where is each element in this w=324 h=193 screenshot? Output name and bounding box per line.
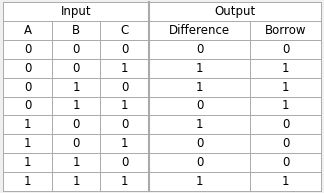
Text: 1: 1 xyxy=(282,62,289,75)
Text: 0: 0 xyxy=(72,43,80,56)
Text: 0: 0 xyxy=(121,43,128,56)
Text: Input: Input xyxy=(61,5,91,18)
Text: Difference: Difference xyxy=(169,24,230,37)
Text: 1: 1 xyxy=(24,118,31,131)
Text: 0: 0 xyxy=(121,80,128,94)
Text: 0: 0 xyxy=(196,137,203,150)
Text: 0: 0 xyxy=(72,62,80,75)
Text: 1: 1 xyxy=(121,62,128,75)
Text: 0: 0 xyxy=(282,137,289,150)
Text: 0: 0 xyxy=(196,99,203,113)
Text: 0: 0 xyxy=(24,62,31,75)
Text: 1: 1 xyxy=(72,99,80,113)
Text: 1: 1 xyxy=(24,137,31,150)
Text: C: C xyxy=(121,24,129,37)
Text: 1: 1 xyxy=(72,156,80,169)
Text: 0: 0 xyxy=(282,118,289,131)
Text: 0: 0 xyxy=(196,156,203,169)
Text: 1: 1 xyxy=(24,156,31,169)
Text: 1: 1 xyxy=(196,80,203,94)
Text: 1: 1 xyxy=(121,99,128,113)
Text: 1: 1 xyxy=(121,175,128,188)
Text: 1: 1 xyxy=(196,62,203,75)
Text: 1: 1 xyxy=(196,175,203,188)
Text: A: A xyxy=(24,24,31,37)
Text: 0: 0 xyxy=(24,43,31,56)
Text: 1: 1 xyxy=(282,99,289,113)
Text: 1: 1 xyxy=(282,175,289,188)
Text: 1: 1 xyxy=(72,80,80,94)
Text: 1: 1 xyxy=(72,175,80,188)
Text: Borrow: Borrow xyxy=(265,24,306,37)
Text: 0: 0 xyxy=(24,80,31,94)
Text: 0: 0 xyxy=(282,43,289,56)
Text: B: B xyxy=(72,24,80,37)
Text: 0: 0 xyxy=(282,156,289,169)
Text: 0: 0 xyxy=(72,118,80,131)
Text: Output: Output xyxy=(214,5,255,18)
Text: 0: 0 xyxy=(196,43,203,56)
Text: 1: 1 xyxy=(24,175,31,188)
Text: 0: 0 xyxy=(24,99,31,113)
Text: 0: 0 xyxy=(121,156,128,169)
Text: 0: 0 xyxy=(72,137,80,150)
Text: 1: 1 xyxy=(196,118,203,131)
Text: 1: 1 xyxy=(121,137,128,150)
Text: 0: 0 xyxy=(121,118,128,131)
Text: 1: 1 xyxy=(282,80,289,94)
